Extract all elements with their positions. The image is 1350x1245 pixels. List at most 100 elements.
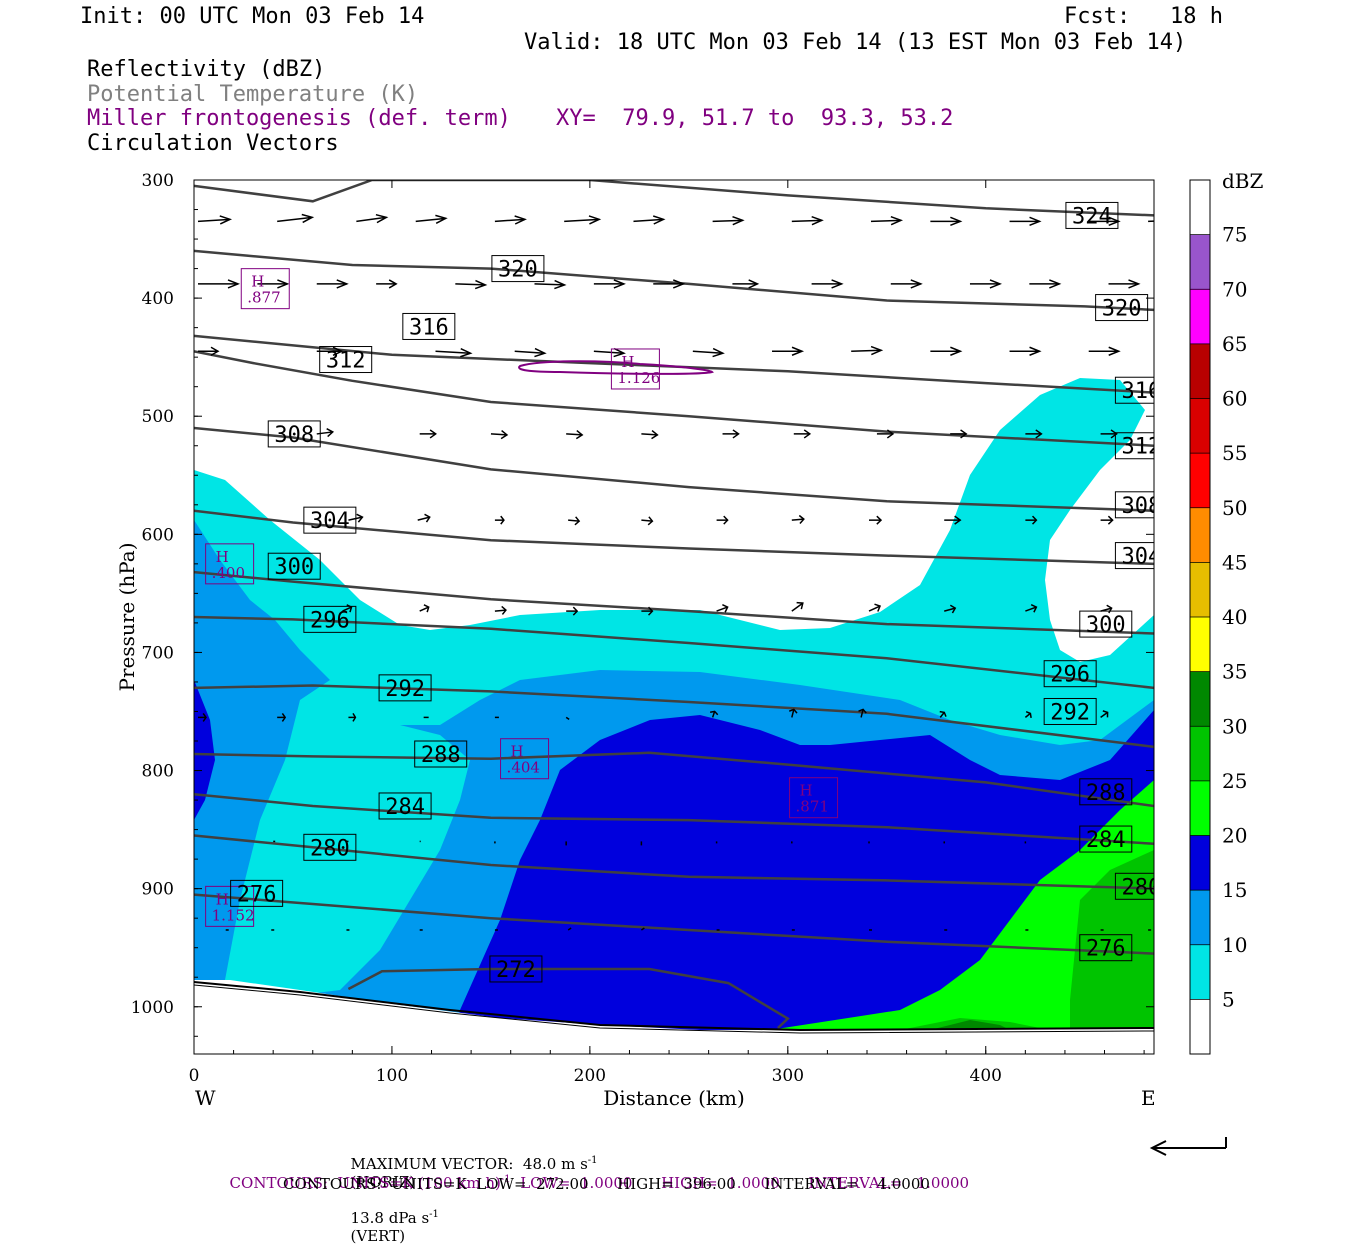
theta-label-text: 276 (1086, 937, 1126, 962)
frontogenesis-max-value: 1.152 (212, 906, 255, 924)
theta-contour-316 (194, 334, 1154, 394)
theta-label-box (1079, 610, 1133, 638)
colorbar-swatch (1190, 562, 1210, 617)
circulation-vector (494, 515, 505, 525)
theta-label-box (267, 552, 321, 580)
colorbar-tick-label: 25 (1222, 769, 1247, 793)
circulation-vector (939, 710, 947, 718)
theta-contour-label: 324 (1065, 201, 1119, 229)
theta-contour-292 (194, 684, 1154, 749)
circulation-vector (198, 712, 207, 722)
frontogenesis-maximum: H.400 (205, 543, 255, 585)
refl-30-region (930, 1020, 1010, 1030)
circulation-vector (257, 279, 290, 289)
circulation-vector (593, 279, 626, 289)
theta-contour-label: 320 (1095, 294, 1149, 322)
y-axis-title: Pressure (hPa) (115, 543, 139, 692)
circulation-vector (514, 347, 547, 358)
colorbar-tick-label: 70 (1222, 277, 1247, 301)
theta-label-text: 304 (1122, 545, 1162, 570)
frontogenesis-max-box (789, 777, 839, 819)
frontogenesis-max-box (500, 738, 550, 780)
circulation-vector (950, 429, 968, 439)
theta-contour-label: 316 (402, 312, 456, 340)
circulation-vector (1009, 216, 1042, 227)
circulation-vector (1088, 346, 1121, 356)
circulation-vector (944, 515, 962, 525)
theta-label-box (303, 833, 357, 861)
y-tick-label: 500 (142, 407, 174, 427)
theta-contour-label: 308 (267, 420, 321, 448)
theta-label-text: 300 (274, 555, 314, 580)
circulation-vector (494, 605, 507, 615)
theta-label-box (491, 255, 545, 283)
y-tick-label: 900 (142, 880, 174, 900)
theta-contour-312 (194, 350, 1154, 447)
circulation-vector (455, 279, 488, 290)
circulation-vector (277, 213, 315, 224)
circulation-vector (197, 215, 233, 225)
circulation-vector (811, 279, 844, 289)
circulation-vector (710, 710, 719, 718)
colorbar-swatch (1190, 944, 1210, 1000)
theta-label-text: 304 (310, 509, 350, 534)
circulation-vector (944, 604, 957, 614)
field-vectors-label: Circulation Vectors (87, 131, 339, 156)
circulation-vector (712, 215, 745, 226)
theta-label-text: 292 (385, 677, 425, 702)
y-tick-label: 300 (142, 171, 174, 191)
circulation-vector (435, 348, 473, 358)
cross-section-endpoints: XY= 79.9, 51.7 to 93.3, 53.2 (556, 106, 954, 131)
frontogenesis-contour (518, 360, 714, 375)
max-vector-vert-exponent: -1 (429, 1209, 439, 1220)
theta-label-box (414, 740, 468, 768)
field-frontogenesis-label: Miller frontogenesis (def. term) (87, 106, 511, 131)
theta-contour-label: 284 (1079, 825, 1133, 853)
theta-label-text: 292 (1050, 700, 1090, 725)
frontogenesis-max-box (205, 543, 255, 585)
theta-label-text: 288 (421, 743, 461, 768)
y-tick-label: 800 (142, 762, 174, 782)
circulation-vector (198, 279, 241, 289)
circulation-vector (1029, 279, 1062, 289)
colorbar-swatch (1190, 835, 1210, 891)
theta-label-text: 320 (1102, 297, 1142, 322)
theta-contour-label: 304 (303, 506, 357, 534)
circulation-vector (858, 708, 867, 718)
max-vector-horiz-tag: (HORIZ) (350, 1173, 416, 1191)
circulation-vector (568, 516, 581, 526)
circulation-vector (356, 213, 389, 224)
frontogenesis-max-letter: H (216, 890, 229, 908)
x-tick-label: 0 (189, 1066, 200, 1086)
circulation-vector (641, 516, 654, 526)
theta-contour-label: 272 (489, 955, 543, 983)
colorbar-swatch (1190, 453, 1210, 508)
circulation-vector (1024, 710, 1032, 719)
colorbar-swatch (1190, 398, 1210, 454)
circulation-vector (1025, 604, 1038, 613)
terrain-mask (194, 980, 1154, 1054)
frontogenesis-contour-info: CONTOURS: UNITS=K (100 km h)-1 LOW= 1.00… (220, 1156, 970, 1192)
frontogenesis-max-box (610, 348, 660, 390)
colorbar-title: dBZ (1222, 169, 1264, 193)
y-tick-label: 700 (142, 643, 174, 663)
theta-contour-label: 308 (1114, 491, 1154, 519)
circulation-vector (640, 927, 645, 931)
theta-contour-296 (194, 615, 1154, 690)
theta-label-box (1114, 491, 1154, 519)
theta-label-box (378, 674, 432, 702)
reference-vector-arrow (1149, 1137, 1227, 1156)
circulation-vector (930, 216, 963, 227)
theta-contour-label: 296 (1043, 660, 1097, 688)
circulation-vector (277, 712, 287, 722)
colorbar-swatch (1190, 507, 1210, 563)
theta-label-box (1079, 825, 1133, 853)
theta-label-text: 312 (1122, 435, 1162, 460)
circulation-vector (1100, 515, 1114, 525)
theta-contour-label: 276 (1079, 934, 1133, 962)
circulation-vector (692, 347, 725, 358)
circulation-vector (1108, 279, 1141, 289)
theta-contour-label: 280 (303, 833, 357, 861)
theta-contour-284 (194, 792, 1154, 846)
